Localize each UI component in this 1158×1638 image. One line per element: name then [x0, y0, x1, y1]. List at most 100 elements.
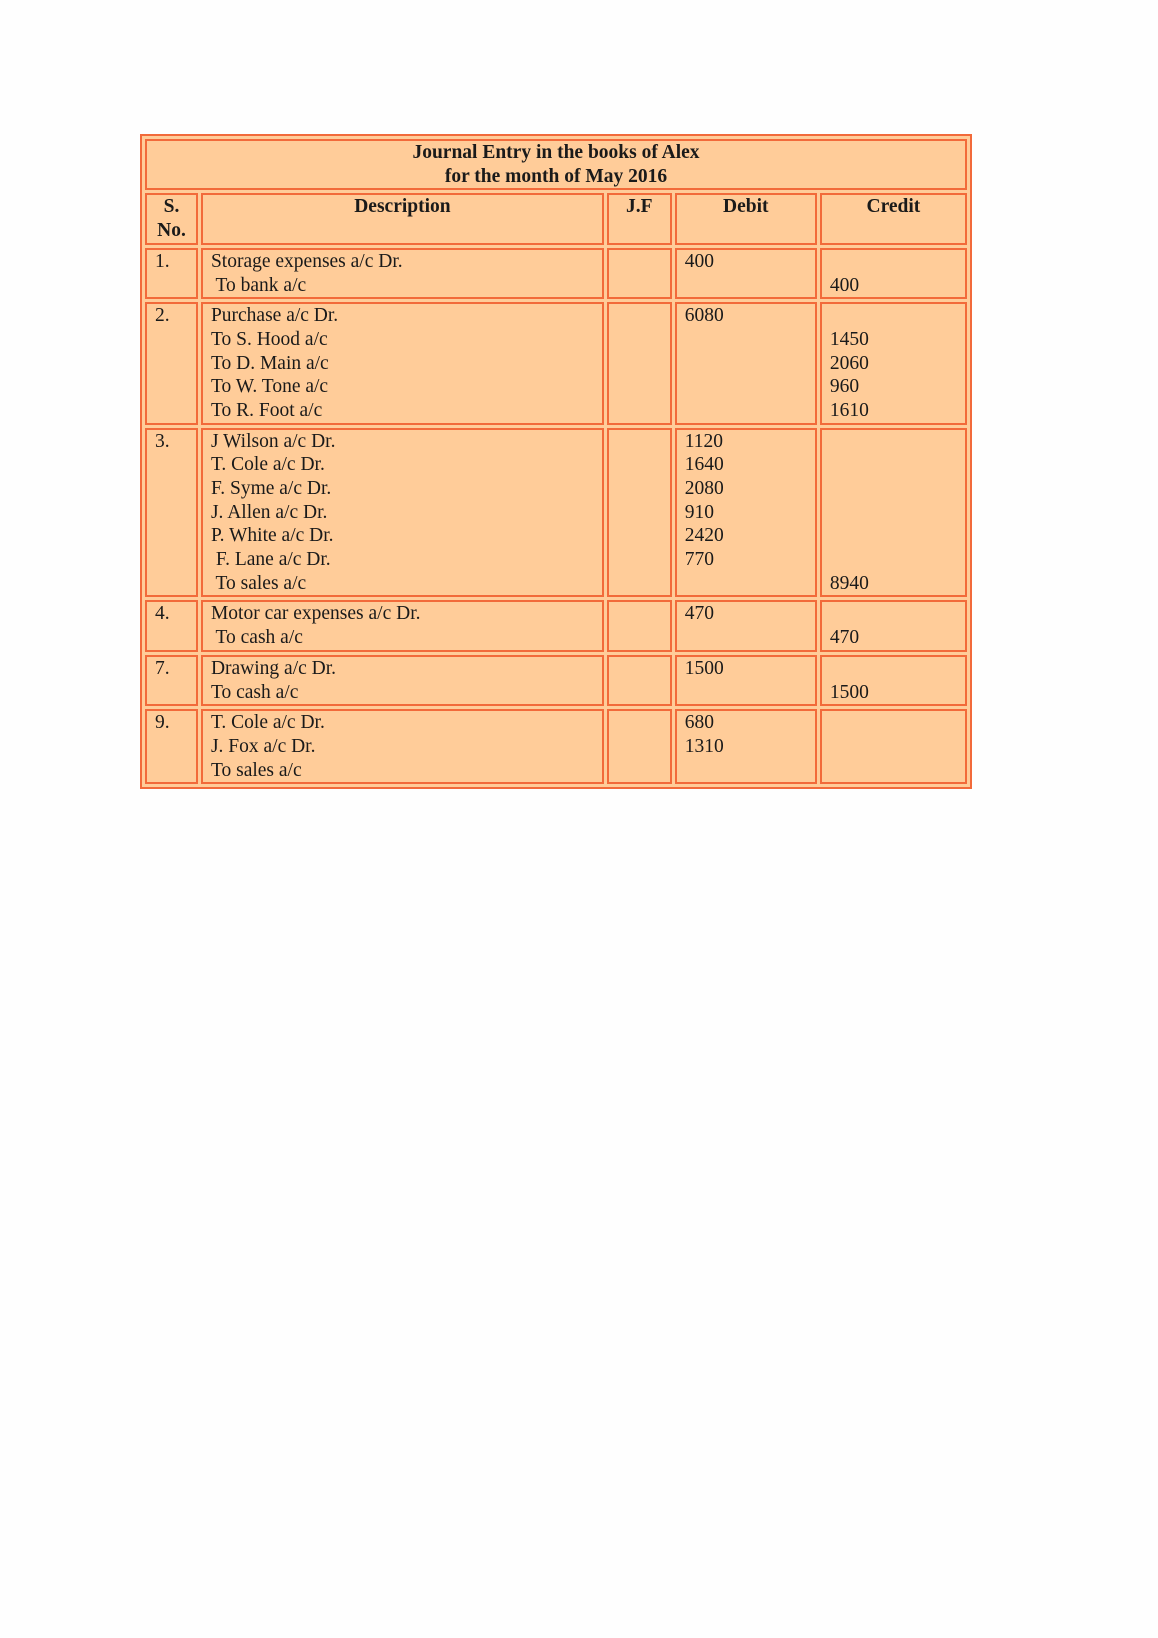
description-cell-line: Storage expenses a/c Dr. [210, 250, 403, 272]
debit-cell-line: 2420 [684, 525, 724, 547]
description-cell-line: J Wilson a/c Dr. [210, 430, 336, 452]
sno-cell: 4. [145, 600, 198, 652]
debit-cell-line: 1640 [684, 454, 724, 476]
description-cell-line: Purchase a/c Dr. [210, 305, 339, 327]
description-cell-line: Motor car expenses a/c Dr. [210, 603, 421, 625]
jf-cell [606, 600, 672, 652]
debit-cell: 6080 [674, 302, 817, 425]
description-cell-line: To R. Foot a/c [210, 399, 323, 421]
description-cell: Motor car expenses a/c Dr. To cash a/c [200, 600, 604, 652]
jf-cell [606, 709, 672, 785]
table-row: 9. T. Cole a/c Dr. J. Fox a/c Dr. To sales … [145, 709, 967, 785]
debit-cell-line: 770 [684, 549, 714, 571]
jf-cell [606, 654, 672, 707]
credit-cell-line: 1610 [829, 399, 869, 421]
jf-cell [606, 427, 672, 598]
credit-cell-line: 470 [829, 627, 860, 649]
credit-cell-line: 400 [829, 274, 860, 296]
debit-cell-line: 1120 [684, 430, 723, 452]
credit-cell-line: 960 [829, 376, 860, 398]
description-cell-line: To S. Hood a/c [210, 328, 328, 350]
debit-cell-line: 1310 [684, 735, 724, 757]
sno-cell: 3. [145, 427, 198, 598]
description-cell-line: To sales a/c [210, 572, 307, 594]
description-cell-line: To sales a/c [210, 759, 302, 781]
credit-cell-line: 1500 [829, 681, 869, 703]
table-row: 3. J Wilson a/c Dr. T. Cole a/c Dr. F. Syme… [145, 427, 967, 598]
sno-cell: 9. [145, 709, 198, 785]
credit-cell [819, 709, 967, 785]
header-description: Description [200, 193, 604, 245]
description-cell-line: F. Lane a/c Dr. [210, 549, 331, 571]
header-sno-line1: S. [163, 196, 180, 218]
description-cell-line: J. Allen a/c Dr. [210, 501, 328, 523]
debit-cell: 680 1310 [674, 709, 817, 785]
description-cell-line: To cash a/c [210, 627, 303, 649]
description-cell-line: To W. Tone a/c [210, 376, 329, 398]
debit-cell-line: 470 [684, 603, 714, 625]
description-cell: Purchase a/c Dr. To S. Hood a/c To D. Main… [200, 302, 604, 425]
header-sno: S. No. [145, 193, 198, 245]
sno-cell: 2. [145, 302, 198, 425]
credit-cell-line [830, 657, 957, 681]
journal-table: Journal Entry in the books of Alex for t… [140, 134, 972, 790]
debit-cell-line: 400 [684, 250, 714, 272]
credit-cell-line [830, 477, 957, 501]
debit-cell-line: 6080 [684, 305, 724, 327]
credit-cell-line [830, 501, 957, 525]
debit-cell-line: 910 [684, 501, 714, 523]
sno-cell: 1. [145, 247, 198, 300]
credit-cell-line [830, 602, 957, 626]
description-cell-line: P. White a/c Dr. [210, 525, 334, 547]
description-cell-line: Drawing a/c Dr. [210, 657, 337, 679]
jf-cell [606, 247, 672, 300]
credit-cell-line [830, 250, 957, 274]
description-cell-line: J. Fox a/c Dr. [210, 735, 316, 757]
header-sno-line2: No. [157, 220, 186, 242]
credit-cell-line [830, 548, 957, 572]
table-row: 4. Motor car expenses a/c Dr. To cash a/c… [145, 600, 967, 652]
credit-cell-line: 8940 [829, 572, 869, 594]
description-cell-line: T. Cole a/c Dr. [210, 712, 325, 734]
description-cell-line: T. Cole a/c Dr. [210, 454, 325, 476]
credit-cell-line: 1450 [829, 328, 869, 350]
description-cell-line: To bank a/c [210, 274, 307, 296]
credit-cell: 470 [819, 600, 967, 652]
credit-cell-line [830, 430, 957, 454]
description-cell: Drawing a/c Dr. To cash a/c [200, 654, 604, 707]
header-credit: Credit [819, 193, 967, 245]
header-jf: J.F [606, 193, 672, 245]
credit-cell: 1450 2060 960 1610 [819, 302, 967, 425]
table-title: Journal Entry in the books of Alex for t… [145, 139, 967, 191]
debit-cell-line: 1500 [684, 657, 724, 679]
header-debit: Debit [674, 193, 817, 245]
description-cell: Storage expenses a/c Dr. To bank a/c [200, 247, 604, 300]
credit-cell: 8940 [819, 427, 967, 598]
header-row: S. No. Description J.F Debit Credit [145, 193, 967, 245]
title-row: Journal Entry in the books of Alex for t… [145, 139, 967, 191]
sno-cell: 7. [145, 654, 198, 707]
credit-cell-line [830, 304, 957, 328]
debit-cell: 470 [674, 600, 817, 652]
description-cell: T. Cole a/c Dr. J. Fox a/c Dr. To sales a/… [200, 709, 604, 785]
description-cell-line: To D. Main a/c [210, 352, 329, 374]
credit-cell: 400 [819, 247, 967, 300]
table-row: 1. Storage expenses a/c Dr. To bank a/c 40… [145, 247, 967, 300]
credit-cell-line: 2060 [829, 352, 869, 374]
debit-cell-line: 680 [684, 712, 714, 734]
credit-cell-line [830, 524, 957, 548]
credit-cell: 1500 [819, 654, 967, 707]
debit-cell: 1120 1640 2080 910 2420 770 [674, 427, 817, 598]
jf-cell [606, 302, 672, 425]
debit-cell-line: 2080 [684, 478, 724, 499]
credit-cell-line [830, 453, 957, 477]
description-cell-line: To cash a/c [210, 681, 299, 703]
title-line-1: Journal Entry in the books of Alex [412, 142, 700, 163]
debit-cell: 400 [674, 247, 817, 300]
table-row: 7. Drawing a/c Dr. To cash a/c 1500 1500 [145, 654, 967, 707]
debit-cell: 1500 [674, 654, 817, 707]
description-cell: J Wilson a/c Dr. T. Cole a/c Dr. F. Syme a… [200, 427, 604, 598]
table-row: 2. Purchase a/c Dr. To S. Hood a/c To D. Ma… [145, 302, 967, 425]
title-line-2: for the month of May 2016 [444, 165, 668, 187]
description-cell-line: F. Syme a/c Dr. [210, 478, 332, 499]
